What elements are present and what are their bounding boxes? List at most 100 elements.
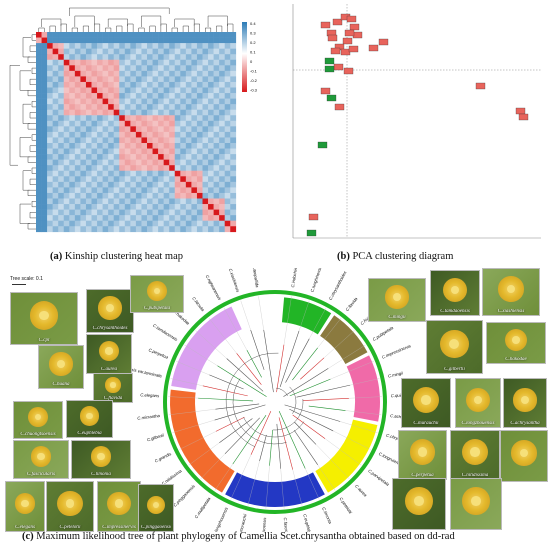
heatmap-cell	[191, 209, 198, 216]
heatmap-cell	[74, 59, 81, 66]
heatmap-cell	[213, 148, 220, 155]
heatmap-cell	[41, 59, 48, 66]
species-photo-label: C.chuongtsoensis	[20, 432, 56, 437]
heatmap-cell	[141, 43, 148, 49]
heatmap-cell	[91, 76, 98, 83]
heatmap-cell	[47, 87, 53, 94]
heatmap-cell	[224, 220, 231, 227]
pca-point	[330, 47, 341, 55]
heatmap-cell	[224, 81, 231, 88]
heatmap-cell	[196, 81, 203, 88]
heatmap-cell	[158, 48, 164, 55]
heatmap-cell	[80, 187, 87, 194]
heatmap-cell	[169, 70, 176, 77]
species-photo: C.pubipetala	[130, 275, 184, 313]
heatmap-cell	[230, 198, 237, 205]
heatmap-cell	[36, 220, 42, 227]
heatmap-cell	[196, 176, 203, 183]
heatmap-cell	[191, 131, 198, 138]
heatmap-cell	[219, 120, 225, 127]
dendrogram-branch	[22, 103, 31, 124]
heatmap-cell	[36, 143, 42, 149]
heatmap-cell	[185, 226, 192, 233]
dendrogram-branch	[31, 201, 36, 208]
heatmap-cell	[169, 115, 176, 122]
heatmap-cell	[63, 192, 70, 199]
heatmap-cell	[52, 226, 59, 233]
species-photo: C.limonia	[71, 440, 131, 479]
heatmap-cell	[130, 165, 137, 172]
heatmap-cell	[213, 170, 220, 177]
heatmap-cell	[58, 126, 65, 133]
heatmap-cell	[152, 209, 159, 216]
heatmap-cell	[224, 93, 231, 99]
heatmap-cell	[213, 176, 220, 183]
heatmap-cell	[102, 109, 109, 116]
heatmap-cell	[36, 48, 42, 55]
heatmap-cell	[230, 187, 237, 194]
heatmap-cell	[69, 143, 76, 149]
heatmap-cell	[97, 187, 103, 194]
heatmap-cell	[130, 131, 137, 138]
heatmap-cell	[174, 93, 181, 99]
taxon-label: C.petelotii	[338, 496, 353, 515]
heatmap-cell	[135, 109, 142, 116]
species-photo: C.achrysantha	[503, 378, 547, 428]
heatmap-cell	[119, 126, 126, 133]
heatmap-cell	[163, 109, 170, 116]
heatmap-cell	[213, 109, 220, 116]
heatmap-cell	[208, 32, 214, 38]
heatmap-cell	[208, 165, 214, 172]
heatmap-cell	[196, 226, 203, 233]
heatmap-cell	[163, 148, 170, 155]
heatmap-cell	[113, 165, 120, 172]
heatmap-cell	[202, 59, 209, 66]
heatmap-cell	[91, 43, 98, 49]
flower-center	[39, 310, 49, 321]
heatmap-cell	[169, 87, 176, 94]
heatmap-cell	[41, 170, 48, 177]
pca-point	[378, 38, 389, 46]
heatmap-cell	[196, 76, 203, 83]
heatmap-cell	[185, 54, 192, 61]
heatmap-legend-tick: 0.1	[250, 50, 256, 55]
heatmap-cell	[63, 209, 70, 216]
heatmap-svg: 0.40.30.20.10-0.1-0.2-0.3	[9, 7, 258, 233]
heatmap-cell	[180, 109, 187, 116]
heatmap-cell	[97, 192, 103, 199]
heatmap-cell	[97, 93, 103, 99]
taxon-label: C.impressinervis	[381, 343, 412, 360]
heatmap-cell	[41, 192, 48, 199]
heatmap-cell	[180, 154, 187, 160]
heatmap-cell	[208, 204, 214, 210]
pca-point	[320, 21, 331, 29]
heatmap-cell	[47, 226, 53, 233]
tree-guide	[168, 396, 199, 399]
heatmap-cell	[219, 43, 225, 49]
heatmap-cell	[108, 154, 114, 160]
heatmap-cell	[108, 81, 114, 88]
species-photo-label: C.huana	[52, 382, 70, 387]
tree-guide	[195, 330, 227, 359]
heatmap-cell	[63, 109, 70, 116]
heatmap-cell	[185, 159, 192, 166]
heatmap-cell	[141, 198, 148, 205]
heatmap-cell	[152, 137, 159, 144]
heatmap-cell	[108, 148, 114, 155]
heatmap-cell	[180, 159, 187, 166]
heatmap-cell	[74, 226, 81, 233]
heatmap-cell	[80, 87, 87, 94]
heatmap-cell	[135, 93, 142, 99]
heatmap-cell	[85, 126, 92, 133]
heatmap-cell	[180, 126, 187, 133]
heatmap-cell	[147, 81, 153, 88]
heatmap-cell	[169, 176, 176, 183]
heatmap-cell	[174, 32, 181, 38]
heatmap-cell	[124, 37, 131, 44]
heatmap-cell	[69, 109, 76, 116]
species-photo: C.chrysanthoides	[86, 289, 134, 333]
heatmap-cell	[163, 170, 170, 177]
heatmap-cell	[91, 70, 98, 77]
heatmap-cell	[208, 109, 214, 116]
tree-guide	[265, 465, 270, 509]
